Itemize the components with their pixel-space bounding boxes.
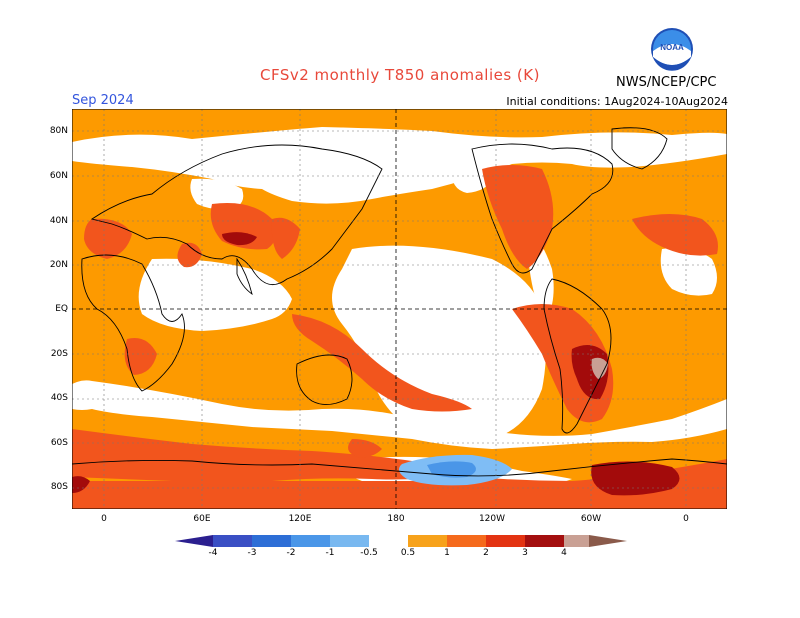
lat-label: 20S xyxy=(50,349,68,359)
lon-label: 60W xyxy=(580,514,602,524)
logo-text: NOAA xyxy=(660,43,684,52)
lat-label: 60S xyxy=(50,438,68,448)
reference-lines xyxy=(72,109,727,509)
lon-label: 0 xyxy=(683,514,689,524)
lon-label: 120W xyxy=(478,514,506,524)
colorbar-label: 4 xyxy=(561,548,567,558)
lat-label: 20N xyxy=(49,260,68,270)
lon-label: 60E xyxy=(193,514,211,524)
lon-label: 0 xyxy=(101,514,107,524)
colorbar-label: 0.5 xyxy=(400,548,416,558)
agency-label: NWS/NCEP/CPC xyxy=(616,75,717,90)
lat-label: 80N xyxy=(49,126,68,136)
colorbar-label: 3 xyxy=(522,548,528,558)
colorbar-label: -3 xyxy=(247,548,257,558)
lat-label: 40S xyxy=(50,393,68,403)
lat-label: EQ xyxy=(55,304,68,314)
lat-label: 40N xyxy=(49,216,68,226)
anomaly-map xyxy=(72,109,727,509)
initial-conditions: Initial conditions: 1Aug2024-10Aug2024 xyxy=(506,95,728,108)
continent-outlines xyxy=(72,127,727,477)
lon-label: 120E xyxy=(288,514,312,524)
lon-label: 180 xyxy=(387,514,405,524)
colorbar-label: -2 xyxy=(286,548,296,558)
warm-3-4-region xyxy=(591,357,608,379)
colorbar-label: -1 xyxy=(325,548,335,558)
lat-label: 60N xyxy=(49,171,68,181)
neutral-anomaly-regions xyxy=(72,127,727,490)
forecast-month: Sep 2024 xyxy=(72,93,134,108)
lat-label: 80S xyxy=(50,482,68,492)
map-title: CFSv2 monthly T850 anomalies (K) xyxy=(260,66,540,84)
noaa-logo: NOAA xyxy=(650,27,694,71)
colorbar xyxy=(175,535,627,547)
cold-anomaly-region xyxy=(398,454,512,486)
colorbar-label: 1 xyxy=(444,548,450,558)
colorbar-label: 2 xyxy=(483,548,489,558)
colorbar-label: -4 xyxy=(208,548,218,558)
colorbar-label: -0.5 xyxy=(360,548,378,558)
